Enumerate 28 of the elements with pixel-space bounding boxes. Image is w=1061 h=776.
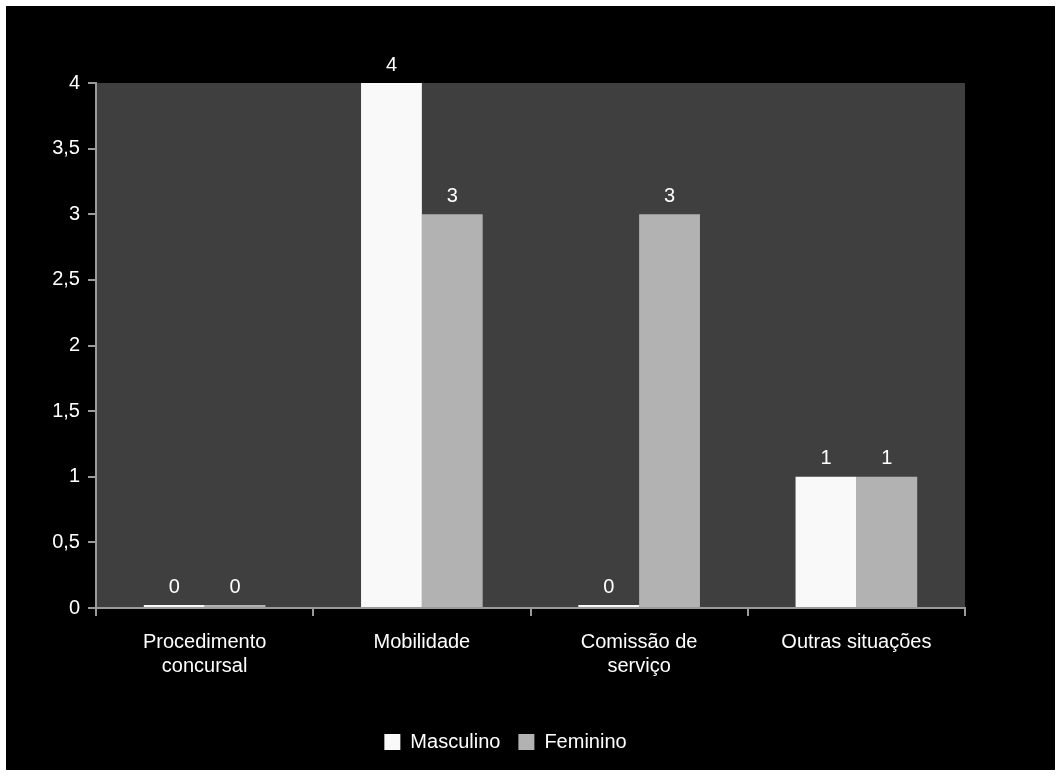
- bar: [795, 476, 857, 607]
- y-tick-label: 2,5: [52, 267, 80, 290]
- x-tick-label: Outras situações: [781, 629, 932, 652]
- y-tick-label: 3,5: [52, 136, 80, 159]
- data-label: 3: [446, 183, 458, 206]
- data-label: 4: [385, 52, 398, 75]
- data-label: 1: [881, 446, 893, 469]
- y-tick-label: 3: [68, 201, 80, 224]
- legend-label: Feminino: [544, 729, 627, 752]
- bar: [639, 214, 700, 607]
- legend-label: Masculino: [410, 729, 501, 752]
- y-tick-label: 1,5: [52, 398, 80, 421]
- x-tick-label: Comissão de serviço: [580, 629, 698, 676]
- x-tick-label: Mobilidade: [373, 629, 471, 652]
- data-label: 0: [229, 574, 241, 597]
- bar: [421, 214, 483, 607]
- y-tick-label: 0,5: [52, 529, 80, 552]
- data-label: 3: [663, 183, 676, 206]
- data-label: 0: [168, 574, 180, 597]
- y-tick-label: 1: [68, 464, 80, 487]
- y-tick-label: 0: [68, 595, 80, 618]
- x-tick-label: Procedimento concursal: [142, 629, 267, 676]
- data-label: 0: [603, 574, 615, 597]
- bar: [361, 83, 422, 607]
- y-tick-label: 4: [68, 70, 80, 93]
- bar: [856, 476, 918, 607]
- y-tick-label: 2: [68, 333, 80, 356]
- data-label: 1: [820, 446, 832, 469]
